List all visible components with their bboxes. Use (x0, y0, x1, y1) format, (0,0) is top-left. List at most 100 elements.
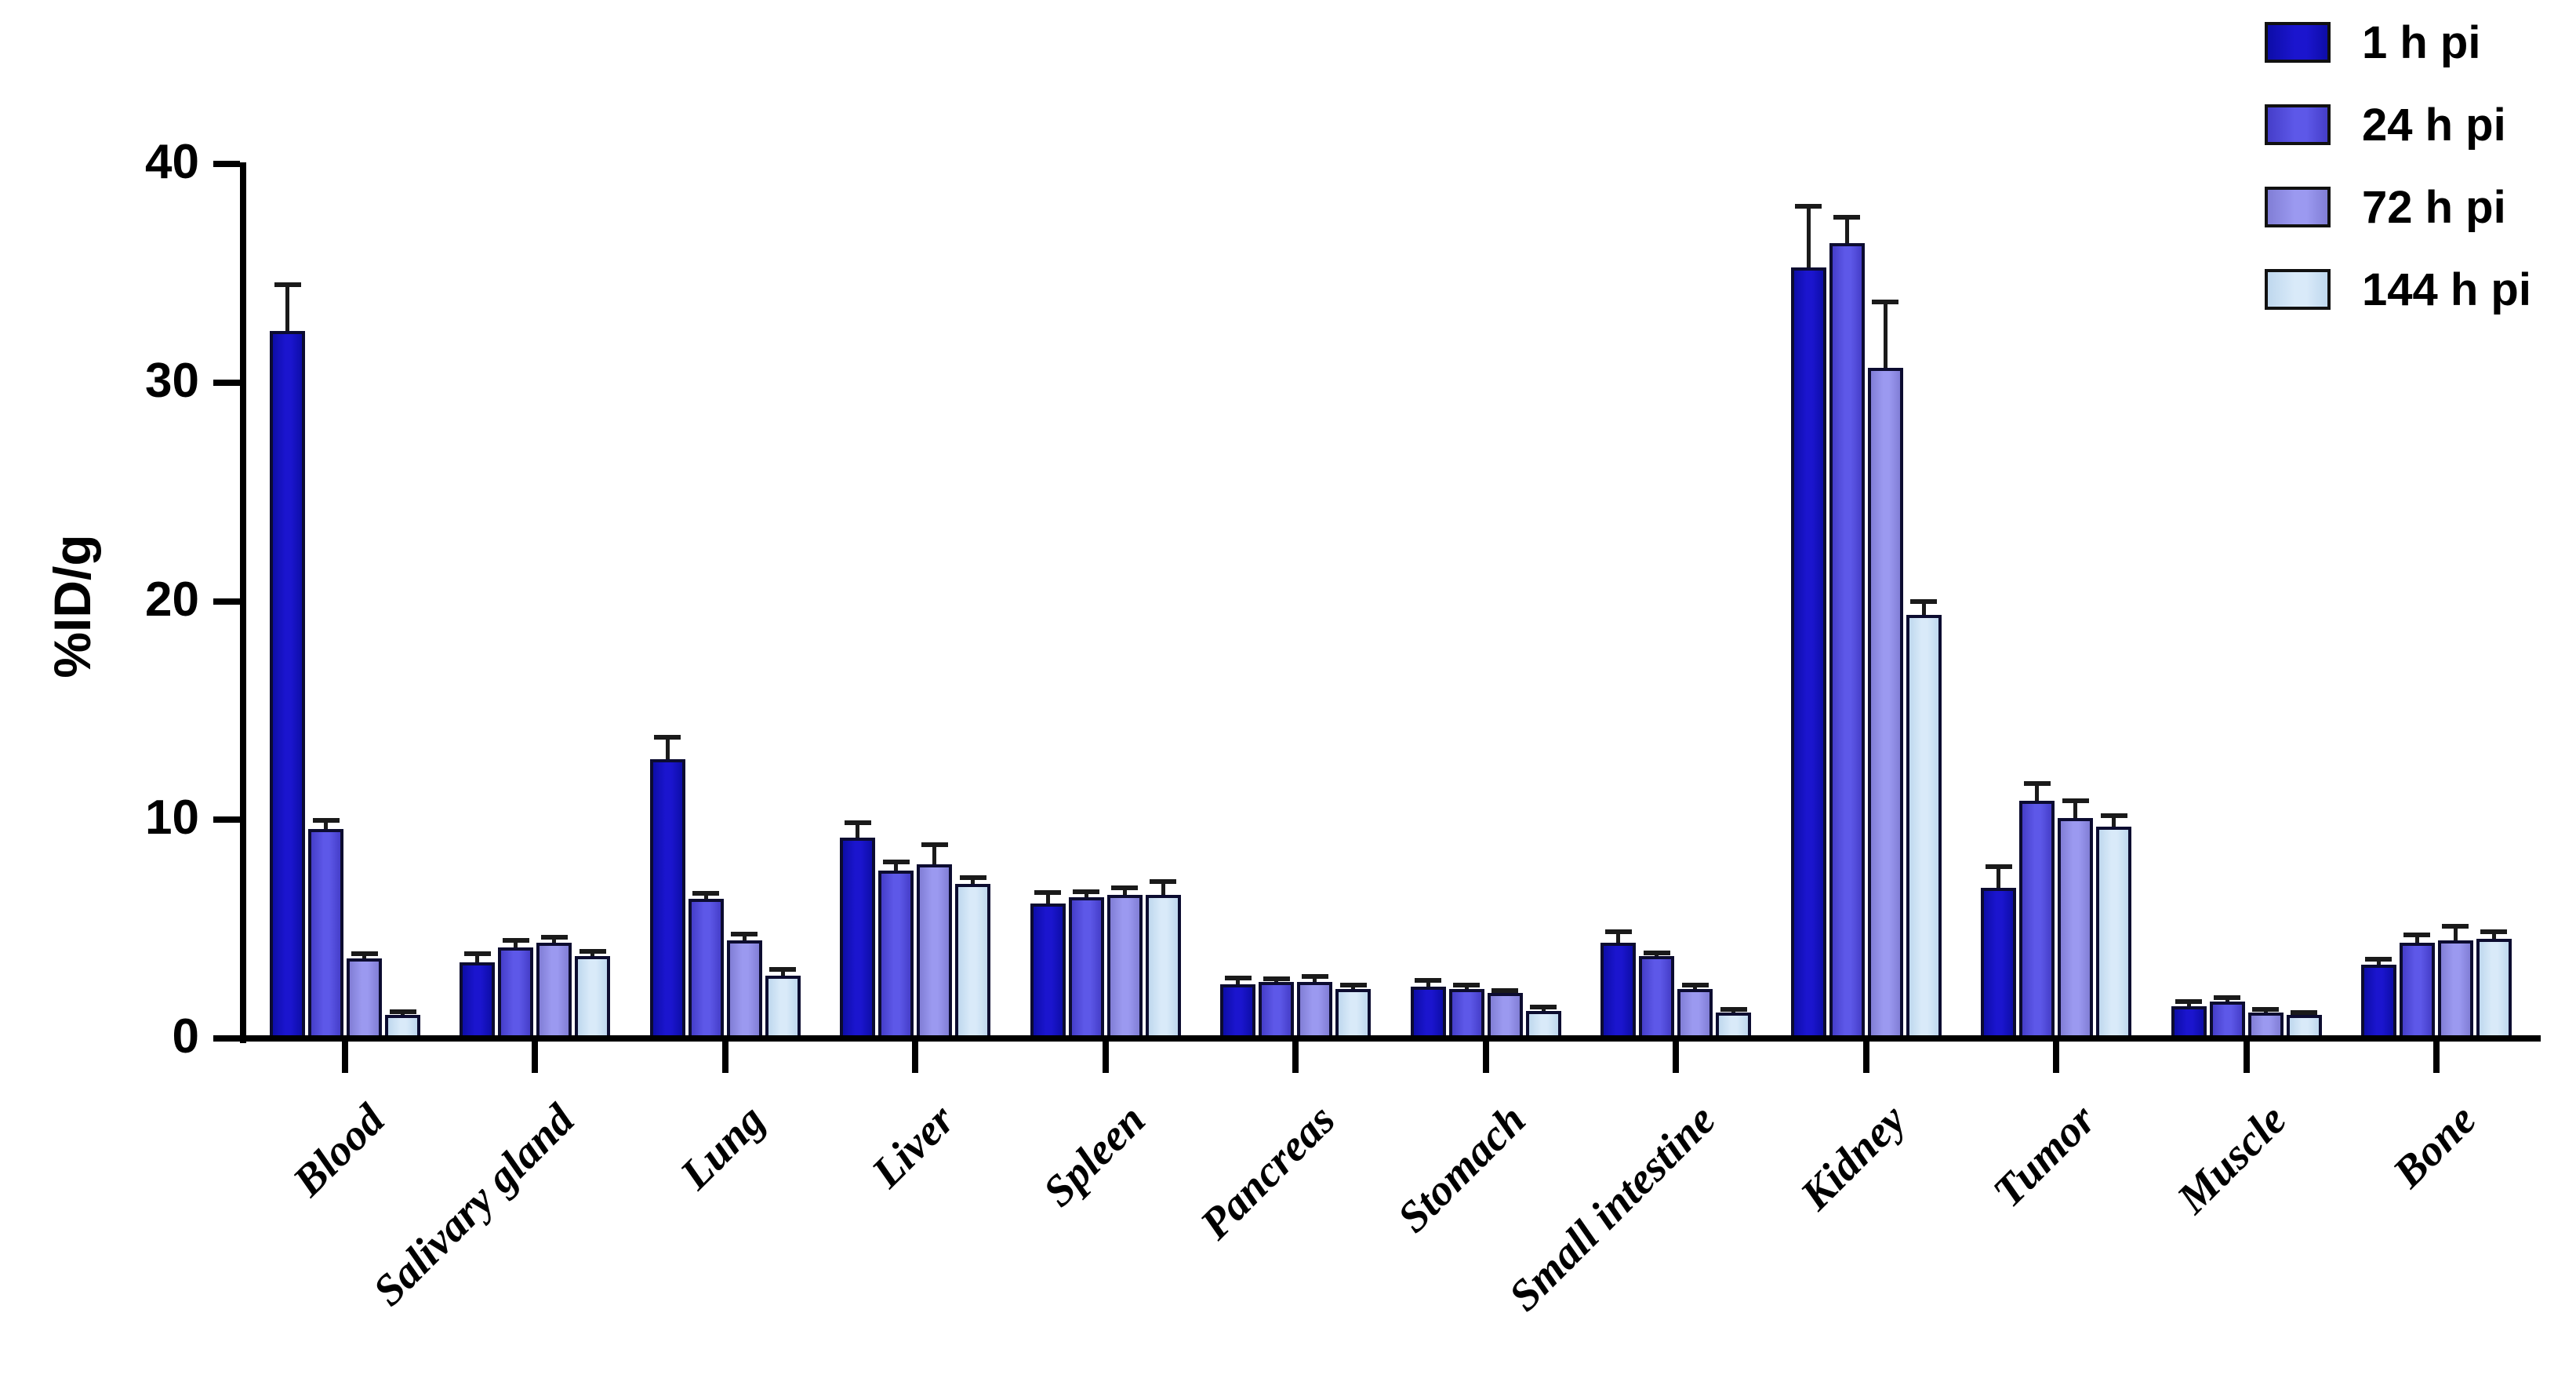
y-axis-tick (213, 161, 240, 167)
y-axis-tick (213, 379, 240, 386)
error-bar-cap (1643, 950, 1670, 955)
legend-label: 24 h pi (2362, 99, 2506, 151)
y-axis-tick (213, 816, 240, 824)
legend-row: 24 h pi (2265, 100, 2531, 151)
error-bar-cap (654, 735, 681, 740)
bar-1-h-pi-blood (270, 330, 305, 1038)
x-axis-tick (2053, 1042, 2060, 1073)
error-bar-cap (2365, 957, 2393, 962)
bar-72-h-pi-liver (917, 864, 953, 1038)
y-tick-label: 20 (145, 572, 199, 627)
error-bar-line (1045, 893, 1050, 908)
error-bar-cap (1720, 1007, 1747, 1013)
y-tick-label: 30 (145, 353, 199, 408)
x-axis-line (240, 1035, 2541, 1042)
error-bar-line (2376, 959, 2381, 969)
bar-72-h-pi-salivary-gland (536, 943, 572, 1038)
bar-72-h-pi-blood (347, 958, 382, 1038)
error-bar-cap (1150, 879, 1177, 885)
bar-72-h-pi-spleen (1106, 894, 1143, 1038)
error-bar-line (2491, 932, 2496, 944)
bar-72-h-pi-tumor (2058, 818, 2094, 1038)
error-bar-cap (2403, 933, 2431, 938)
legend-row: 72 h pi (2265, 182, 2531, 233)
error-bar-line (932, 844, 937, 869)
bar-72-h-pi-bone (2437, 940, 2473, 1038)
error-bar-line (742, 933, 747, 946)
bar-24-h-pi-pancreas (1259, 982, 1295, 1038)
error-bar-cap (1339, 983, 1367, 988)
error-bar-cap (389, 1009, 416, 1014)
error-bar-cap (2023, 780, 2051, 786)
error-bar-cap (921, 842, 948, 847)
error-bar-cap (882, 860, 910, 864)
error-bar-line (780, 969, 785, 980)
error-bar-cap (1910, 599, 1938, 605)
error-bar-cap (1034, 890, 1062, 896)
error-bar-cap (2291, 1010, 2317, 1016)
error-bar-cap (959, 874, 986, 880)
bar-1-h-pi-stomach (1410, 986, 1446, 1038)
legend: 1 h pi 24 h pi 72 h pi 144 h pi (2265, 17, 2531, 350)
bar-72-h-pi-small-intestine (1677, 988, 1713, 1038)
error-bar-line (1426, 980, 1430, 991)
error-bar-cap (1073, 889, 1100, 894)
error-bar-cap (2252, 1007, 2279, 1013)
error-bar-cap (1795, 203, 1822, 209)
error-bar-line (1084, 891, 1088, 902)
bar-24-h-pi-tumor (2019, 800, 2055, 1038)
error-bar-cap (351, 951, 378, 957)
bar-24-h-pi-liver (878, 871, 914, 1038)
error-bar-line (2112, 816, 2116, 832)
error-bar-line (1921, 602, 1926, 620)
error-bar-line (324, 820, 328, 834)
error-bar-cap (2100, 813, 2127, 819)
error-bar-cap (2480, 929, 2508, 935)
bar-144-h-pi-stomach (1525, 1010, 1561, 1038)
error-bar-cap (1415, 977, 1442, 983)
bar-144-h-pi-blood (385, 1015, 420, 1038)
y-tick-label: 40 (145, 135, 199, 189)
error-bar-cap (1681, 983, 1709, 988)
error-bar-cap (312, 818, 340, 824)
error-bar-cap (844, 820, 871, 825)
error-bar-cap (692, 891, 720, 896)
bar-1-h-pi-salivary-gland (460, 962, 496, 1038)
bar-1-h-pi-liver (840, 838, 876, 1038)
error-bar-line (2414, 935, 2419, 948)
x-axis-tick (2432, 1042, 2440, 1073)
error-bar-line (2453, 926, 2458, 946)
error-bar-line (552, 937, 557, 948)
error-bar-cap (2175, 999, 2202, 1005)
error-bar-line (1616, 932, 1621, 948)
y-tick-label: 0 (172, 1009, 199, 1064)
error-bar-line (856, 822, 860, 843)
x-axis-tick (1292, 1042, 1299, 1073)
legend-row: 1 h pi (2265, 17, 2531, 68)
x-axis-tick (1862, 1042, 1869, 1073)
legend-row: 144 h pi (2265, 264, 2531, 315)
error-bar-cap (2062, 798, 2089, 803)
error-bar-cap (540, 935, 568, 940)
bar-144-h-pi-tumor (2096, 827, 2132, 1038)
error-bar-line (2073, 800, 2078, 824)
bar-24-h-pi-stomach (1448, 988, 1484, 1038)
error-bar-line (1883, 302, 1887, 373)
error-bar-cap (1263, 976, 1290, 982)
error-bar-cap (2214, 994, 2240, 1000)
bar-1-h-pi-bone (2360, 965, 2396, 1038)
bar-144-h-pi-kidney (1906, 615, 1942, 1038)
bar-72-h-pi-lung (726, 940, 762, 1038)
error-bar-cap (1301, 974, 1328, 980)
x-axis-tick (1482, 1042, 1489, 1073)
error-bar-cap (1530, 1005, 1557, 1010)
error-bar-cap (1872, 300, 1899, 305)
error-bar-line (665, 737, 670, 764)
error-bar-line (703, 893, 708, 904)
bar-72-h-pi-kidney (1867, 368, 1903, 1038)
bar-1-h-pi-lung (649, 758, 685, 1038)
bar-1-h-pi-spleen (1030, 903, 1066, 1038)
y-tick-label: 10 (145, 791, 199, 845)
error-bar-cap (502, 938, 529, 944)
legend-label: 1 h pi (2362, 16, 2481, 68)
